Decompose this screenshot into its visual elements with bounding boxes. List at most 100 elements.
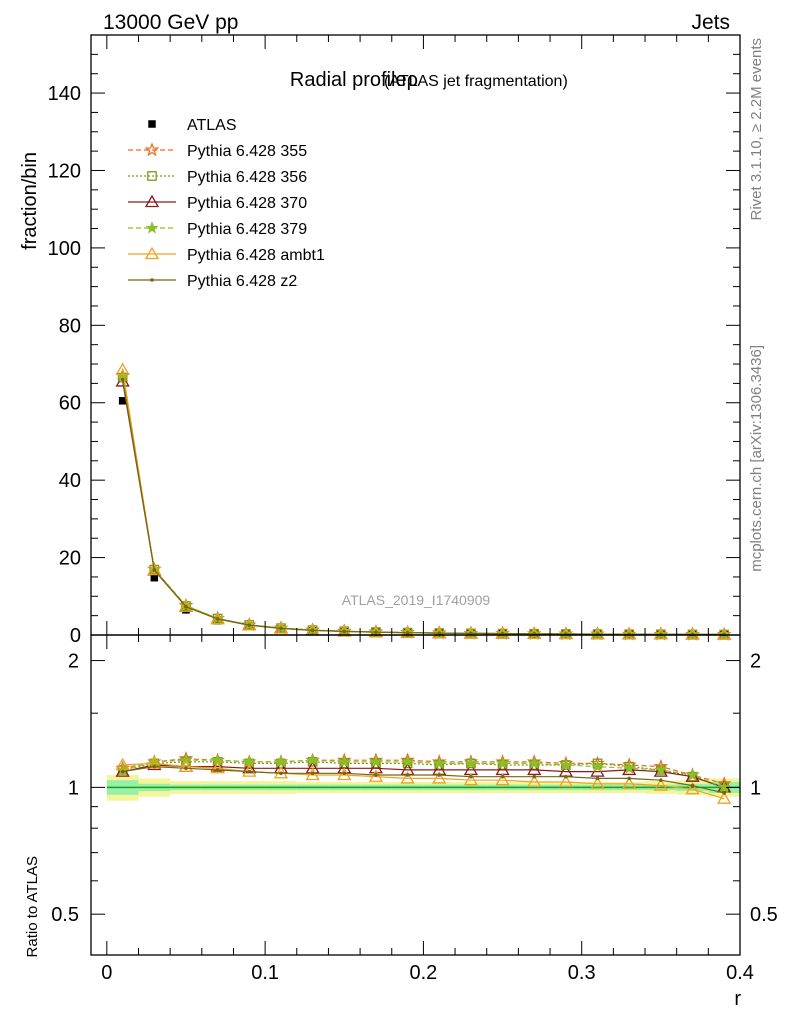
- y-axis-label-ratio: Ratio to ATLAS: [24, 856, 41, 957]
- ratio-point: [469, 774, 473, 779]
- ratio-point: [152, 764, 157, 769]
- data-point: [184, 604, 188, 609]
- y-tick-label: 100: [48, 238, 81, 260]
- ratio-point: [653, 778, 668, 791]
- ratio-line: [122, 762, 725, 800]
- ratio-point: [717, 780, 731, 793]
- data-point: [432, 625, 447, 639]
- ratio-point: [627, 776, 631, 781]
- y-tick-label: 40: [59, 470, 81, 492]
- legend: ATLAS Pythia 6.428 355 Pythia 6.428 356 Pyt…: [128, 117, 325, 290]
- ratio-y-tick-label-right: 2: [750, 651, 761, 673]
- ratio-point: [374, 773, 378, 777]
- ratio-point: [305, 767, 320, 781]
- legend-label: Pythia 6.428 379: [187, 221, 307, 238]
- legend-item: Pythia 6.428 z2: [128, 273, 297, 290]
- legend-item: Pythia 6.428 370: [128, 194, 307, 212]
- ratio-point: [685, 781, 700, 795]
- ratio-point: [527, 774, 542, 788]
- ratio-y-tick-label: 0.5: [51, 904, 79, 926]
- ratio-point: [685, 769, 700, 782]
- rivet-version-label: Rivet 3.1.10, ≥ 2.2M events: [748, 38, 765, 221]
- legend-label: ATLAS: [187, 117, 237, 134]
- chart-title-main: Radial profileρ: [290, 69, 418, 91]
- data-point: [437, 631, 442, 635]
- ratio-point: [432, 756, 446, 770]
- y-tick-label: 60: [59, 393, 81, 415]
- y-tick-label: 20: [59, 548, 81, 570]
- y-tick-label: 140: [48, 83, 81, 105]
- legend-label: Pythia 6.428 ambt1: [187, 247, 325, 264]
- ratio-y-tick-label: 2: [68, 651, 79, 673]
- data-point: [405, 630, 410, 635]
- legend-marker: [147, 171, 157, 181]
- data-point: [495, 626, 510, 639]
- ratio-point: [685, 768, 700, 781]
- ratio-y-tick-label-right: 0.5: [750, 904, 778, 926]
- data-point: [150, 573, 159, 582]
- header-process-label: 13000 GeV pp: [103, 11, 238, 34]
- mcplots-reference-label: mcplots.cern.ch [arXiv:1306.3436]: [748, 345, 765, 572]
- data-point: [342, 629, 347, 634]
- data-point: [463, 626, 479, 639]
- ratio-point: [279, 771, 283, 776]
- ratio-point: [210, 760, 225, 774]
- legend-marker: [144, 142, 160, 157]
- x-tick-label: 0.4: [726, 962, 754, 984]
- legend-item: Pythia 6.428 356: [128, 169, 307, 186]
- ratio-point: [659, 778, 663, 782]
- data-point: [590, 626, 605, 640]
- y-tick-label: 80: [59, 315, 81, 337]
- data-point: [527, 626, 542, 639]
- data-point: [152, 568, 157, 572]
- data-point: [622, 626, 637, 640]
- y-axis-label-main: fraction/bin: [19, 152, 41, 250]
- main-plot-frame: 0 20 40 60 80 100 120 140: [48, 34, 741, 647]
- data-point: [178, 599, 194, 612]
- data-point: [653, 627, 668, 640]
- legend-marker: [150, 278, 154, 282]
- ratio-point: [690, 783, 695, 788]
- legend-marker: [145, 221, 159, 234]
- ratio-point: [337, 767, 352, 781]
- ratio-point: [437, 773, 442, 777]
- ratio-point: [463, 772, 479, 786]
- ratio-series-pythia-6-428-ambt1: [115, 756, 732, 804]
- ratio-point: [622, 762, 637, 776]
- ratio-point: [595, 776, 600, 781]
- data-point: [310, 628, 315, 633]
- ratio-point: [247, 769, 252, 774]
- x-tick-label: 0.3: [568, 962, 596, 984]
- ratio-series-pythia-6-428-z2: [120, 764, 726, 795]
- y-tick-label: 0: [70, 625, 81, 647]
- legend-item: Pythia 6.428 ambt1: [128, 246, 325, 264]
- data-point: [279, 626, 283, 631]
- data-point: [368, 624, 384, 638]
- data-point: [717, 627, 732, 640]
- ratio-point: [590, 776, 605, 789]
- data-point: [118, 397, 127, 405]
- ratio-point: [184, 766, 188, 771]
- ratio-point: [342, 771, 347, 776]
- data-point: [558, 626, 573, 640]
- ratio-y-tick-label-right: 1: [750, 777, 761, 799]
- ratio-point: [558, 774, 573, 788]
- legend-label: Pythia 6.428 355: [187, 143, 307, 160]
- ratio-plot-frame: 0.5 0.5 1 1 2 2 0 0.1 0.2 0.3 0.4: [51, 634, 778, 984]
- ratio-point: [401, 754, 415, 768]
- legend-label: Pythia 6.428 370: [187, 195, 307, 212]
- y-tick-label: 120: [48, 160, 81, 182]
- x-tick-label: 0.2: [410, 962, 438, 984]
- ratio-point: [532, 774, 537, 779]
- ratio-series-lines: [115, 751, 732, 804]
- ratio-line: [122, 765, 725, 794]
- data-point: [400, 625, 415, 638]
- ratio-point: [115, 757, 130, 771]
- ratio-point: [369, 754, 383, 768]
- data-point: [685, 627, 700, 640]
- ratio-point: [500, 774, 505, 779]
- header-category-label: Jets: [691, 11, 730, 34]
- ratio-point: [368, 769, 384, 782]
- legend-label: Pythia 6.428 z2: [187, 273, 297, 290]
